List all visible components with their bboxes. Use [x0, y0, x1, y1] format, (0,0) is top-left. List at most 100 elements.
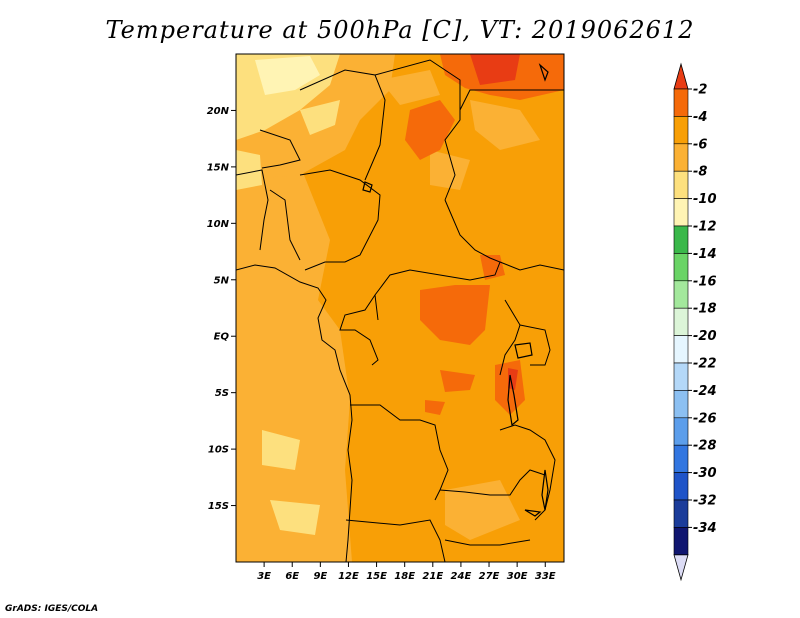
red-sea-coast	[538, 63, 549, 82]
namibia-border	[345, 519, 446, 562]
lon-axis: 3E 6E 9E 12E 15E 18E 21E 24E 27E 30E 33E	[257, 562, 556, 582]
borders-layer	[236, 59, 564, 562]
field-congo-warm	[420, 285, 490, 345]
colorbar-label: -12	[693, 220, 717, 235]
colorbar-label: -26	[693, 411, 717, 426]
field-patch-a	[300, 100, 340, 135]
lake-tanganyika	[507, 374, 519, 427]
colorbar-label: -8	[693, 165, 707, 180]
field-northeast-warmest	[470, 54, 520, 85]
colorbar-swatch	[673, 253, 689, 282]
colorbar-swatch	[673, 390, 689, 419]
colorbar-label: -6	[693, 137, 707, 152]
map-frame	[235, 53, 565, 563]
field-patch-g	[270, 500, 320, 535]
colorbar-label: -14	[693, 247, 717, 262]
colorbar-swatch	[673, 225, 689, 254]
field-sahara-warm	[405, 100, 455, 160]
colorbar-label: -18	[693, 302, 717, 317]
car-border	[374, 199, 501, 321]
colorbar-swatch	[673, 143, 689, 172]
colorbar-label: -28	[693, 439, 717, 454]
lon-tick-label: 18E	[394, 571, 415, 582]
colorbar-label: -16	[693, 274, 717, 289]
footer-credit: GrADS: IGES/COLA	[5, 604, 99, 614]
colorbar-swatch	[673, 472, 689, 501]
lon-tick-label: 33E	[535, 571, 556, 582]
colorbar-label: -34	[693, 521, 717, 536]
colorbar-swatch	[673, 170, 689, 199]
colorbar-swatch	[673, 527, 689, 556]
lon-tick-label: 12E	[338, 571, 359, 582]
zimbabwe-border	[444, 539, 531, 546]
burkina-border	[236, 169, 269, 251]
south-sudan-border	[499, 261, 564, 271]
lon-tick-label: 9E	[313, 571, 327, 582]
niger-border	[299, 69, 386, 181]
colorbar-label: -32	[693, 494, 717, 509]
lake-victoria	[514, 342, 533, 359]
colorbar-label: -20	[693, 329, 717, 344]
colorbar-swatch	[673, 116, 689, 145]
angola-border	[350, 404, 449, 501]
colorbar-top-arrow	[673, 62, 689, 90]
field-patch-b	[236, 150, 262, 190]
temperature-field	[236, 54, 564, 562]
field-northwest-coolest	[255, 56, 320, 95]
lat-tick-label: 20N	[207, 106, 230, 117]
colorbar-bottom-arrow	[673, 554, 689, 582]
lake-kariba	[524, 509, 542, 517]
colorbar: -2 -4 -6 -8 -10 -12 -14 -16 -18 -20 -22 -24 -26 -28 -3…	[673, 62, 717, 582]
colorbar-label: -22	[693, 357, 717, 372]
lat-tick-label: 15S	[208, 501, 229, 512]
lat-tick-label: 15N	[207, 162, 230, 173]
colorbar-swatch	[673, 499, 689, 528]
lat-tick-label: 10N	[207, 219, 230, 230]
mali-border	[259, 129, 301, 169]
colorbar-swatch	[673, 362, 689, 391]
colorbar-swatch	[673, 307, 689, 336]
chad-libya-border	[374, 59, 461, 201]
lat-tick-label: 10S	[208, 445, 229, 456]
zambia-border	[439, 469, 546, 496]
lat-tick-label: EQ	[214, 332, 230, 343]
colorbar-label: -30	[693, 466, 717, 481]
lon-tick-label: 24E	[451, 571, 472, 582]
colorbar-swatch	[673, 417, 689, 446]
lon-tick-label: 21E	[422, 571, 443, 582]
lake-malawi	[541, 469, 549, 511]
lat-tick-label: 5N	[214, 275, 230, 286]
field-patch-c	[430, 150, 470, 190]
field-congo-warm-b	[440, 370, 475, 392]
lon-tick-label: 27E	[479, 571, 500, 582]
colorbar-swatch	[673, 88, 689, 117]
colorbar-swatch	[673, 335, 689, 364]
lon-tick-label: 3E	[257, 571, 271, 582]
colorbar-swatch	[673, 280, 689, 309]
colorbar-swatch	[673, 198, 689, 227]
lon-tick-label: 6E	[285, 571, 299, 582]
colorbar-label: -2	[693, 83, 707, 98]
field-patch-f	[262, 430, 300, 470]
colorbar-swatch	[673, 444, 689, 473]
map-title: Temperature at 500hPa [C], VT: 201906261…	[105, 16, 695, 44]
lat-tick-label: 5S	[215, 388, 229, 399]
nigeria-border	[299, 169, 381, 271]
colorbar-label: -10	[693, 192, 717, 207]
field-patch-e	[470, 100, 540, 150]
field-patch-d	[380, 70, 440, 105]
colorbar-label: -4	[693, 110, 707, 125]
congo-border	[339, 294, 379, 366]
lon-tick-label: 15E	[366, 571, 387, 582]
west-coastline	[236, 264, 353, 562]
benin-border	[269, 189, 301, 261]
field-rift-warmest	[508, 368, 518, 390]
lakes-layer	[362, 63, 549, 517]
lat-axis: 20N 15N 10N 5N EQ 5S 10S 15S	[207, 106, 236, 512]
egypt-border	[459, 89, 564, 111]
drc-east-border	[499, 299, 521, 376]
uganda-border	[519, 324, 551, 366]
lon-tick-label: 30E	[507, 571, 528, 582]
colorbar-label: -24	[693, 384, 717, 399]
